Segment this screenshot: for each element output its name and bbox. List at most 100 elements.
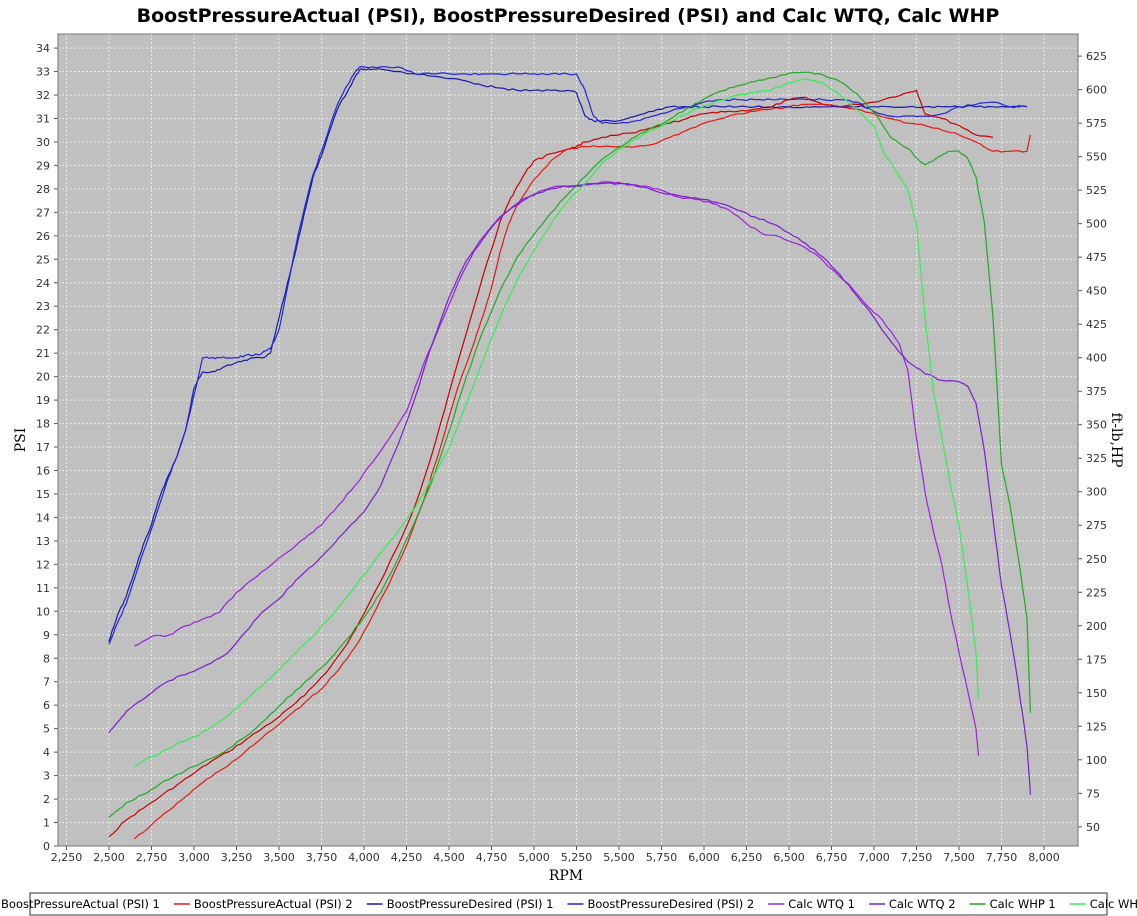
y-tick-label-left: 2 (43, 793, 50, 806)
series-line (108, 68, 1028, 642)
legend-item-label: Calc WHP 1 (990, 897, 1056, 911)
y-tick-label-right: 175 (1086, 653, 1107, 666)
series-line (134, 103, 1031, 840)
y-tick-label-left: 10 (36, 605, 50, 618)
y-tick-label-left: 34 (36, 42, 50, 55)
series-group (108, 65, 1031, 840)
y-tick-label-right: 625 (1086, 50, 1107, 63)
y-tick-label-left: 21 (36, 347, 50, 360)
legend-item-label: BoostPressureActual (PSI) 1 (1, 897, 160, 911)
x-tick-label: 6,500 (773, 851, 805, 864)
y-tick-label-right: 150 (1086, 687, 1107, 700)
grid (58, 34, 1078, 847)
y-tick-label-right: 450 (1086, 285, 1107, 298)
x-tick-label: 4,750 (476, 851, 508, 864)
y-tick-label-left: 23 (36, 300, 50, 313)
x-tick-label: 7,500 (943, 851, 975, 864)
y-tick-label-right: 75 (1086, 787, 1100, 800)
plot-area (57, 33, 1079, 847)
y-tick-label-left: 16 (36, 465, 50, 478)
legend-item-label: Calc WTQ 2 (889, 897, 956, 911)
y-axis-label-right: ft-lb,HP (1108, 412, 1124, 467)
y-tick-label-right: 550 (1086, 151, 1107, 164)
y-tick-label-left: 18 (36, 418, 50, 431)
y-tick-label-right: 600 (1086, 84, 1107, 97)
x-tick-label: 5,750 (646, 851, 678, 864)
x-tick-label: 7,000 (858, 851, 890, 864)
x-tick-label: 2,500 (93, 851, 125, 864)
legend-item-label: BoostPressureDesired (PSI) 2 (587, 897, 754, 911)
y-tick-label-right: 200 (1086, 620, 1107, 633)
right-axis: 50 75 100 125 150 175 200 225 250 275 300 325 350 375… (1078, 50, 1107, 834)
y-tick-label-left: 20 (36, 371, 50, 384)
y-tick-label-left: 25 (36, 253, 50, 266)
y-tick-label-left: 29 (36, 159, 50, 172)
y-tick-label-right: 225 (1086, 586, 1107, 599)
y-tick-label-left: 4 (43, 746, 50, 759)
x-tick-label: 4,250 (391, 851, 423, 864)
x-tick-label: 6,000 (688, 851, 720, 864)
x-tick-label: 7,250 (901, 851, 933, 864)
y-tick-label-left: 3 (43, 770, 50, 783)
y-tick-label-left: 33 (36, 66, 50, 79)
x-axis-label: RPM (549, 868, 583, 884)
x-tick-label: 5,000 (518, 851, 550, 864)
y-tick-label-left: 1 (43, 817, 50, 830)
x-tick-label: 6,750 (816, 851, 848, 864)
y-tick-label-left: 22 (36, 324, 50, 337)
series-line (134, 78, 980, 768)
x-tick-label: 2,250 (51, 851, 83, 864)
series-line (108, 71, 1031, 818)
series-line (134, 181, 980, 756)
x-tick-label: 6,250 (731, 851, 763, 864)
y-tick-label-left: 26 (36, 230, 50, 243)
y-tick-label-right: 350 (1086, 419, 1107, 432)
y-tick-label-right: 575 (1086, 117, 1107, 130)
y-tick-label-right: 275 (1086, 519, 1107, 532)
series-line (108, 65, 1028, 645)
y-tick-label-right: 525 (1086, 184, 1107, 197)
y-tick-label-left: 14 (36, 511, 50, 524)
x-tick-label: 2,750 (136, 851, 168, 864)
legend-item-label: BoostPressureDesired (PSI) 1 (387, 897, 554, 911)
x-tick-label: 3,750 (306, 851, 338, 864)
x-tick-label: 3,000 (178, 851, 210, 864)
y-tick-label-left: 12 (36, 558, 50, 571)
chart-title: BoostPressureActual (PSI), BoostPressure… (137, 5, 1000, 27)
x-tick-label: 4,500 (433, 851, 465, 864)
series-line (108, 182, 1031, 795)
y-tick-label-left: 0 (43, 840, 50, 853)
y-tick-label-left: 9 (43, 629, 50, 642)
y-tick-label-right: 50 (1086, 821, 1100, 834)
y-tick-label-right: 300 (1086, 486, 1107, 499)
legend-item-label: Calc WHP 2 (1090, 897, 1137, 911)
legend: BoostPressureActual (PSI) 1 BoostPressure… (1, 892, 1137, 916)
y-tick-label-left: 7 (43, 676, 50, 689)
y-tick-label-right: 100 (1086, 754, 1107, 767)
x-tick-label: 5,500 (603, 851, 635, 864)
legend-item-label: BoostPressureActual (PSI) 2 (194, 897, 353, 911)
y-tick-label-right: 375 (1086, 385, 1107, 398)
y-tick-label-left: 32 (36, 89, 50, 102)
x-axis: 2,250 2,500 2,750 3,000 3,250 3,500 3,750 4,000… (51, 846, 1060, 864)
x-tick-label: 8,000 (1028, 851, 1060, 864)
y-tick-label-left: 28 (36, 183, 50, 196)
y-tick-label-left: 5 (43, 723, 50, 736)
y-tick-label-left: 11 (36, 582, 50, 595)
y-tick-label-right: 475 (1086, 251, 1107, 264)
y-tick-label-left: 31 (36, 112, 50, 125)
left-axis: 0123456789101112131415161718192021222324… (36, 42, 58, 853)
y-tick-label-right: 250 (1086, 553, 1107, 566)
y-tick-label-left: 19 (36, 394, 50, 407)
y-tick-label-left: 30 (36, 136, 50, 149)
x-tick-label: 5,250 (561, 851, 593, 864)
y-tick-label-left: 15 (36, 488, 50, 501)
legend-item-label: Calc WTQ 1 (788, 897, 855, 911)
y-tick-label-left: 13 (36, 535, 50, 548)
x-tick-label: 4,000 (348, 851, 380, 864)
y-tick-label-right: 425 (1086, 318, 1107, 331)
y-axis-label-left: PSI (13, 428, 29, 453)
y-tick-label-right: 125 (1086, 720, 1107, 733)
plot-frame (57, 33, 1079, 847)
